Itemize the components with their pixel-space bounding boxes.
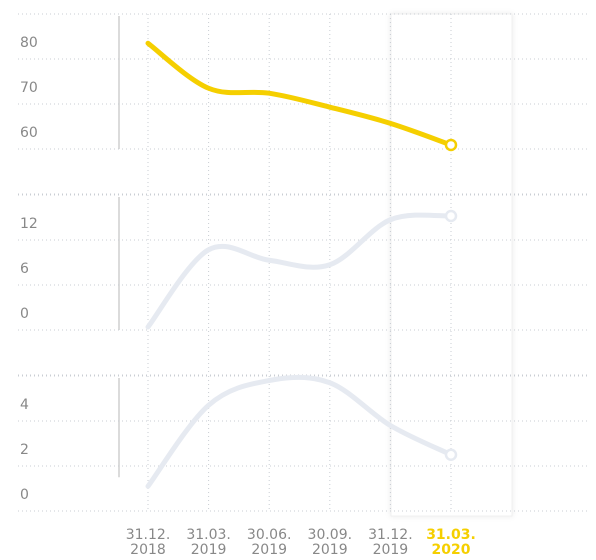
x-tick-label: 2020 xyxy=(432,542,471,558)
end-marker xyxy=(444,209,458,223)
y-tick-label: 4 xyxy=(20,397,29,413)
y-tick-label: 12 xyxy=(20,216,38,232)
y-tick-label: 6 xyxy=(20,261,29,277)
y-tick-label: 2 xyxy=(20,442,29,458)
line xyxy=(145,212,454,330)
grid xyxy=(18,13,590,512)
line xyxy=(145,40,454,148)
x-tick-label: 31.12. xyxy=(368,527,413,543)
x-tick-label: 30.06. xyxy=(247,527,292,543)
y-tick-label: 80 xyxy=(20,35,38,51)
x-tick-label: 2019 xyxy=(312,542,348,558)
y-tick-label: 0 xyxy=(20,487,29,503)
x-tick-label: 2019 xyxy=(191,542,227,558)
plot: 607080061202431.12.201831.03.201930.06.2… xyxy=(20,35,476,558)
x-tick-label: 31.12. xyxy=(126,527,171,543)
x-tick-label: 2018 xyxy=(130,542,166,558)
x-tick-label: 2019 xyxy=(373,542,409,558)
y-tick-label: 0 xyxy=(20,306,29,322)
line xyxy=(145,374,454,489)
x-tick-label: 2019 xyxy=(251,542,287,558)
x-tick-label: 30.09. xyxy=(308,527,353,543)
y-tick-label: 60 xyxy=(20,125,38,141)
y-tick-label: 70 xyxy=(20,80,38,96)
x-tick-label: 31.03. xyxy=(186,527,231,543)
end-marker xyxy=(444,448,458,461)
end-marker xyxy=(444,138,458,152)
x-tick-label: 31.03. xyxy=(426,527,476,543)
